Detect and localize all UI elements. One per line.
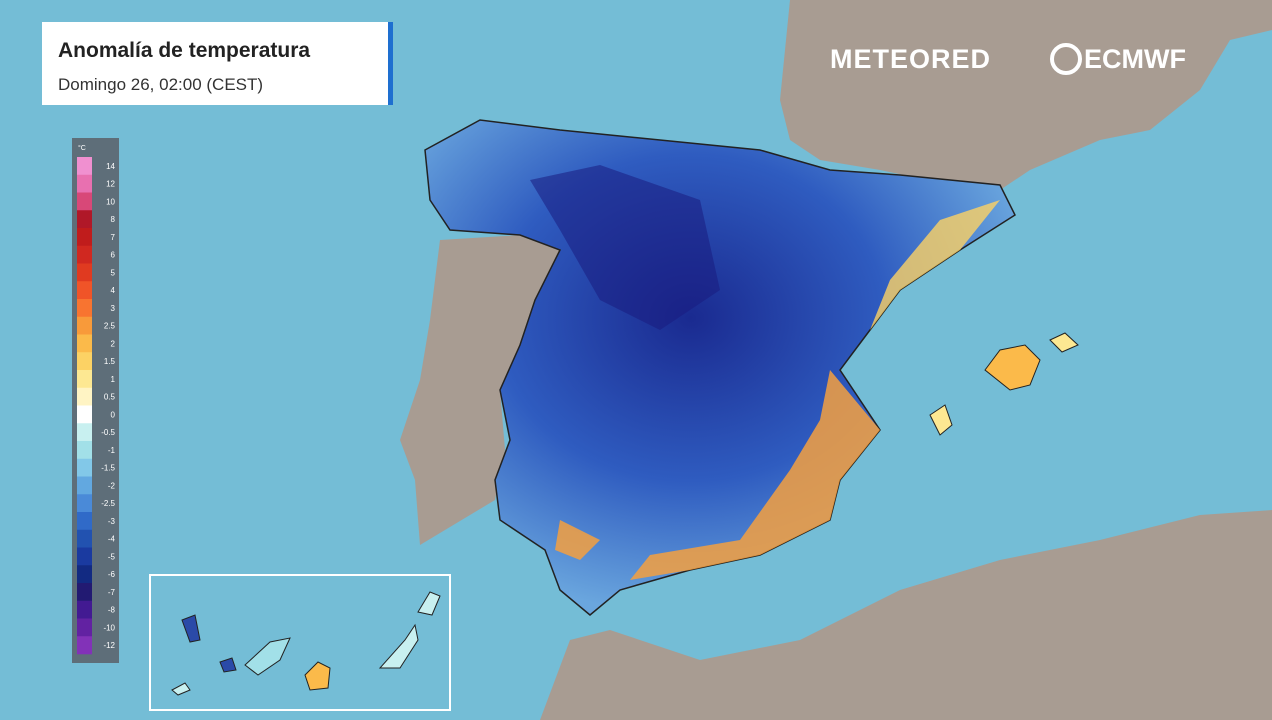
legend-swatch	[77, 316, 92, 335]
legend-label: -12	[103, 641, 115, 650]
legend-swatch	[77, 512, 92, 531]
legend-swatch	[77, 494, 92, 513]
legend-swatch	[77, 547, 92, 566]
legend-label: 2.5	[104, 322, 116, 331]
island	[171, 682, 191, 696]
legend-label: 1	[111, 375, 116, 384]
legend-label: -7	[108, 588, 116, 597]
legend-swatch	[77, 174, 92, 193]
legend-swatch	[77, 441, 92, 460]
legend-swatch	[77, 334, 92, 353]
subtitle: Domingo 26, 02:00 (CEST)	[58, 75, 263, 94]
land-portugal	[400, 235, 560, 545]
legend: 14 12 10 8 7 6 5 4 3 2.5 2 1.5 1 0.5 0 -0.5 -1 -1.5 -2 -2.5…	[77, 157, 116, 655]
legend-label: -2.5	[101, 499, 115, 508]
island	[181, 614, 201, 643]
legend-label: -3	[108, 517, 116, 526]
legend-swatch	[77, 210, 92, 229]
legend-swatch	[77, 583, 92, 602]
legend-label: -4	[108, 535, 116, 544]
island	[378, 623, 419, 669]
title: Anomalía de temperatura	[58, 39, 310, 62]
legend-label: -1.5	[101, 464, 115, 473]
canary-inset	[149, 574, 451, 711]
legend-label: 6	[111, 251, 116, 260]
legend-swatch	[77, 405, 92, 424]
legend-swatch	[77, 228, 92, 247]
legend-label: 4	[111, 286, 116, 295]
land-africa	[540, 510, 1272, 720]
logo-ecmwf: ECMWF	[1084, 44, 1186, 74]
legend-swatch	[77, 299, 92, 318]
legend-swatch	[77, 476, 92, 495]
island-menorca	[1049, 332, 1079, 353]
legend-swatch	[77, 458, 92, 477]
title-accent	[388, 22, 393, 105]
logo-mark	[1050, 43, 1082, 75]
warm-northeast	[870, 200, 1000, 330]
cold-core	[530, 165, 720, 330]
legend-label: -1	[108, 446, 116, 455]
legend-swatch	[77, 352, 92, 371]
legend-swatch	[77, 245, 92, 264]
legend-swatch	[77, 565, 92, 584]
legend-swatch	[77, 387, 92, 406]
warm-east	[630, 370, 880, 580]
legend-label: -10	[103, 623, 115, 632]
island-mallorca	[984, 344, 1041, 391]
legend-swatch	[77, 192, 92, 211]
island-ibiza	[929, 404, 953, 436]
legend-swatch	[77, 529, 92, 548]
legend-label: 12	[106, 180, 115, 189]
legend-label: -8	[108, 606, 116, 615]
island	[304, 661, 331, 691]
legend-swatch	[77, 636, 92, 655]
legend-label: 10	[106, 197, 115, 206]
island	[219, 657, 237, 673]
legend-label: 0	[111, 410, 116, 419]
island	[417, 591, 441, 616]
legend-label: -6	[108, 570, 116, 579]
legend-label: 3	[111, 304, 116, 313]
legend-swatch	[77, 370, 92, 389]
legend-label: -5	[108, 552, 116, 561]
legend-swatch	[77, 600, 92, 619]
legend-swatch	[77, 281, 92, 300]
legend-label: -0.5	[101, 428, 115, 437]
legend-swatch	[77, 423, 92, 442]
legend-label: 1.5	[104, 357, 116, 366]
island	[244, 637, 291, 676]
legend-label: 7	[111, 233, 116, 242]
title-box	[42, 22, 392, 105]
legend-swatch	[77, 263, 92, 282]
legend-swatch	[77, 618, 92, 637]
legend-label: 0.5	[104, 393, 116, 402]
legend-label: 2	[111, 339, 116, 348]
legend-label: 8	[111, 215, 116, 224]
legend-swatch	[77, 157, 92, 176]
land-france	[780, 0, 1272, 190]
legend-unit: °C	[78, 144, 86, 152]
logo-meteored: METEORED	[830, 44, 991, 74]
legend-label: 14	[106, 162, 115, 171]
legend-label: 5	[111, 268, 116, 277]
legend-label: -2	[108, 481, 116, 490]
warm-south	[555, 520, 600, 560]
